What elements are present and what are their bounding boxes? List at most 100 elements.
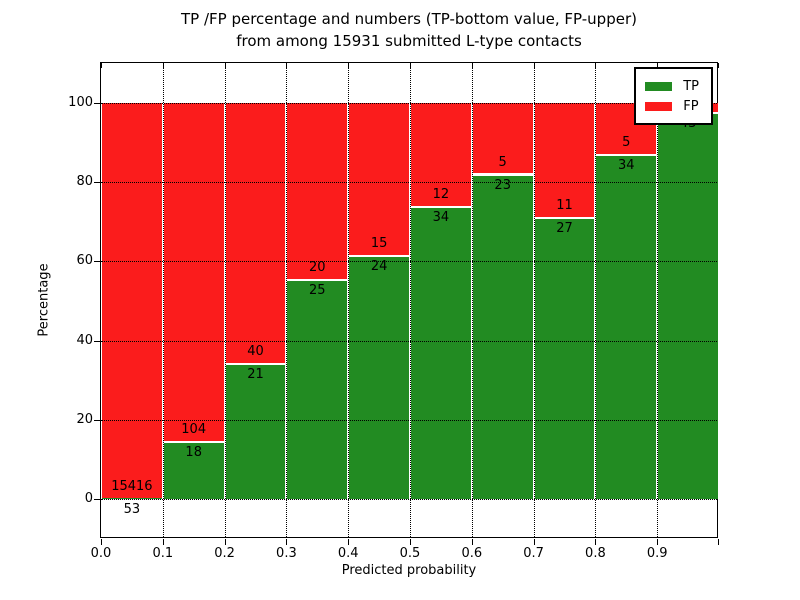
x-tick-label-0.7: 0.7	[523, 546, 544, 561]
chart-title-line1: TP /FP percentage and numbers (TP-bottom…	[181, 10, 637, 28]
gridline-x-6	[471, 63, 473, 537]
bar-segment-fp-3	[286, 102, 349, 279]
gridline-y-100	[101, 102, 717, 104]
x-tick-top-9	[657, 63, 659, 68]
legend: TP FP	[634, 67, 713, 125]
gridline-x-4	[348, 63, 350, 537]
x-tick-top-1	[162, 63, 164, 68]
bar-segment-fp-1	[162, 102, 225, 441]
y-tick-label-0: 0	[84, 491, 93, 507]
x-tick-label-0.8: 0.8	[585, 546, 606, 561]
x-tick-bottom-5	[410, 539, 411, 545]
x-tick-bottom-7	[533, 539, 535, 545]
x-tick-bottom-3	[286, 539, 288, 545]
y-tick-label-100: 100	[68, 94, 93, 110]
gridline-x-2	[224, 63, 226, 537]
x-tick-top-4	[348, 63, 350, 68]
x-tick-top-3	[286, 63, 288, 68]
fp-count-label-2: 40	[247, 343, 264, 359]
bar-segment-tp-2	[224, 362, 287, 500]
bar-segment-tp-7	[533, 217, 596, 500]
gridline-y-20	[101, 420, 717, 421]
y-tick-label-60: 60	[76, 253, 93, 269]
bar-segment-tp-3	[286, 278, 349, 500]
tp-count-label-4: 24	[370, 259, 388, 275]
y-tick-label-80: 80	[76, 174, 93, 189]
x-tick-label-0.0: 0.0	[90, 546, 112, 561]
fp-count-label-3: 20	[309, 259, 326, 275]
fp-count-label-8: 5	[622, 134, 631, 150]
tp-count-label-6: 23	[494, 177, 511, 193]
gridline-y-80	[101, 182, 717, 183]
legend-item-fp: FP	[645, 96, 699, 116]
bar-segment-tp-5	[410, 206, 472, 500]
x-tick-bottom-0	[101, 539, 102, 545]
x-tick-bottom-9	[657, 539, 659, 545]
y-tick-20	[94, 420, 101, 421]
y-tick-label-40: 40	[76, 332, 93, 348]
tp-count-label-5: 34	[432, 210, 450, 226]
y-tick-label-20: 20	[76, 412, 93, 427]
x-tick-label-0.4: 0.4	[337, 546, 359, 561]
legend-label-fp: FP	[683, 98, 699, 114]
y-tick-40	[94, 340, 101, 342]
tp-count-label-1: 18	[185, 444, 202, 460]
tp-count-label-0: 53	[123, 501, 141, 517]
fp-count-label-4: 15	[370, 236, 388, 252]
x-tick-top-2	[224, 63, 226, 68]
x-tick-bottom-8	[595, 539, 597, 545]
x-tick-label-0.3: 0.3	[276, 546, 297, 561]
fp-count-label-0: 15416	[111, 478, 153, 494]
tp-count-label-2: 21	[247, 366, 264, 382]
y-axis-label: Percentage	[36, 263, 52, 337]
fp-count-label-5: 12	[432, 187, 450, 203]
x-tick-top-5	[410, 63, 411, 68]
y-tick-0	[94, 499, 101, 501]
gridline-x-7	[533, 63, 535, 537]
legend-item-tp: TP	[645, 76, 699, 96]
x-tick-bottom-2	[224, 539, 226, 545]
x-tick-bottom-10	[718, 539, 719, 545]
x-tick-label-0.5: 0.5	[399, 546, 421, 561]
fp-count-label-6: 5	[498, 154, 507, 170]
bar-segment-fp-0	[101, 102, 163, 498]
x-tick-label-0.9: 0.9	[646, 546, 668, 561]
tp-count-label-8: 34	[618, 157, 635, 173]
legend-swatch-tp	[645, 81, 673, 91]
x-axis-label: Predicted probability	[341, 563, 477, 578]
y-tick-60	[94, 261, 101, 263]
tp-count-label-7: 27	[556, 221, 573, 237]
gridline-x-3	[286, 63, 288, 537]
x-tick-top-10	[718, 63, 719, 68]
gridline-x-5	[410, 63, 411, 537]
x-tick-bottom-4	[348, 539, 350, 545]
legend-label-tp: TP	[683, 78, 699, 94]
legend-swatch-fp	[645, 101, 673, 111]
chart-title-line2: from among 15931 submitted L-type contac…	[236, 32, 582, 50]
x-tick-label-0.1: 0.1	[152, 546, 174, 561]
x-tick-top-0	[101, 63, 102, 68]
gridline-x-1	[162, 63, 164, 537]
plot-area: 1541653104184021202515241234523112753443…	[68, 62, 719, 561]
gridline-y-60	[101, 261, 717, 263]
y-tick-100	[94, 102, 101, 104]
x-tick-top-7	[533, 63, 535, 68]
x-tick-bottom-6	[471, 539, 473, 545]
gridline-x-8	[595, 63, 597, 537]
gridline-y-40	[101, 340, 717, 342]
x-tick-label-0.2: 0.2	[214, 546, 235, 561]
y-tick-80	[94, 182, 101, 183]
bar-segment-fp-2	[224, 102, 287, 363]
chart-title: TP /FP percentage and numbers (TP-bottom…	[100, 8, 718, 52]
fp-count-label-1: 104	[181, 421, 207, 437]
bar-segment-fp-4	[348, 102, 410, 256]
fp-count-label-7: 11	[556, 198, 573, 214]
gridline-x-9	[657, 63, 659, 537]
x-tick-top-8	[595, 63, 597, 68]
x-tick-top-6	[471, 63, 473, 68]
x-tick-label-0.6: 0.6	[461, 546, 483, 561]
x-tick-bottom-1	[162, 539, 164, 545]
bar-segment-tp-0	[101, 497, 163, 500]
bar-segment-tp-4	[348, 255, 410, 500]
